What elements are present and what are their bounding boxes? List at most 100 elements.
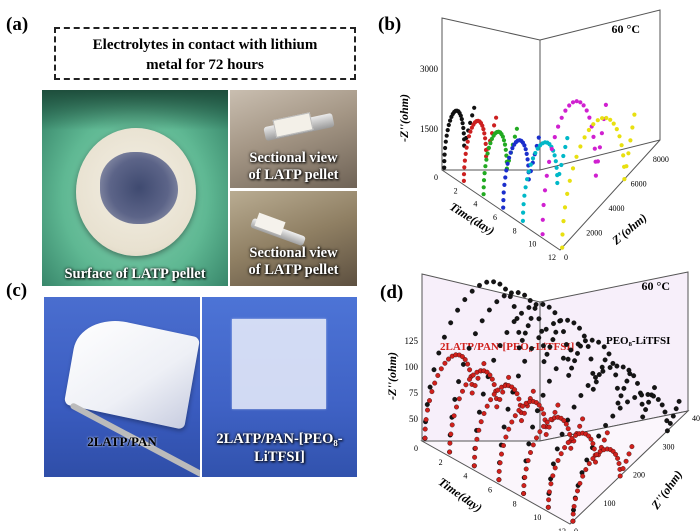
- chart-b-xlabel: Time(day): [447, 199, 497, 237]
- chart-d-point-red: [476, 427, 482, 433]
- chart-b-point: [462, 165, 467, 170]
- chart-d-xtick: 12: [558, 527, 566, 531]
- chart-b-point: [540, 232, 545, 237]
- chart-b-point: [460, 121, 465, 126]
- chart-d-point-black: [578, 393, 584, 398]
- chart-b-floor: [441, 139, 661, 251]
- panel-a-label: (a): [6, 14, 29, 35]
- chart-b-point: [595, 159, 600, 164]
- chart-d-point-black: [639, 401, 645, 407]
- chart-b-point: [599, 131, 604, 136]
- chart-b-point: [443, 139, 448, 144]
- chart-b-point: [556, 124, 561, 129]
- chart-d-point-red: [545, 504, 551, 510]
- chart-b-series: [442, 99, 637, 250]
- chart-b-point: [470, 113, 475, 118]
- chart-b-point: [557, 171, 562, 177]
- chart-d-point-red: [623, 458, 629, 464]
- chart-b-point: [522, 143, 527, 148]
- chart-b-point: [521, 210, 526, 215]
- chart-b-point: [632, 112, 637, 117]
- chart-b-point: [608, 117, 613, 122]
- chart-b-point: [482, 131, 487, 136]
- chart-d-point-red: [471, 463, 477, 469]
- chart-d-point-red: [562, 445, 568, 451]
- chart-d-point-red: [536, 402, 542, 408]
- chart-d-point-black: [501, 424, 507, 430]
- chart-d-point-black: [626, 367, 632, 373]
- chart-d-point-red: [491, 382, 497, 388]
- chart-d-point-red: [506, 374, 512, 380]
- chart-d-point-black: [577, 325, 582, 331]
- chart-d-point-black: [568, 347, 574, 353]
- latp-surface-photo: Surface of LATP pellet: [42, 90, 228, 286]
- chart-d-point-black: [589, 337, 595, 343]
- membrane-photo-right: 2LATP/PAN-[PEO₈- LiTFSI]: [202, 297, 357, 477]
- chart-d-point-red: [519, 418, 524, 424]
- chart-d-point-black: [540, 392, 546, 398]
- chart-b-point: [514, 126, 519, 131]
- chart-b-point: [483, 164, 488, 169]
- chart-b-point: [458, 113, 463, 118]
- chart-d-point-red: [590, 456, 596, 462]
- chart-b-point: [535, 146, 540, 151]
- chart-d-point-black: [522, 292, 528, 298]
- chart-b-point: [461, 178, 466, 183]
- chart-d-point-black: [610, 360, 616, 366]
- chart-d-point-red: [499, 451, 504, 457]
- chart-d-point-red: [530, 442, 536, 448]
- chart-d-point-red: [501, 443, 506, 448]
- chart-d-ytick: 200: [633, 471, 645, 480]
- chart-d-point-black: [615, 400, 621, 406]
- chart-b-point: [524, 151, 529, 156]
- chart-d-point-black: [602, 357, 608, 363]
- chart-d-point-black: [553, 366, 559, 372]
- chart-b-point: [442, 159, 447, 164]
- chart-d: 60 °C 2LATP/PAN-[PEO₈-LiTFSI] PEO₈-LiTFS…: [385, 271, 700, 531]
- chart-b: 60 °C -Z''(ohm) 1500 3000 Time(day) Z'(o…: [397, 9, 669, 262]
- chart-d-point-black: [621, 385, 627, 391]
- chart-d-point-red: [591, 446, 597, 452]
- chart-d-xtick: 2: [439, 458, 443, 467]
- chart-d-point-red: [512, 413, 518, 419]
- chart-b-point: [502, 182, 507, 187]
- chart-d-point-red: [442, 360, 448, 366]
- chart-b-point: [512, 134, 517, 139]
- chart-b-point: [481, 192, 486, 197]
- chart-d-point-red: [546, 489, 552, 495]
- chart-d-point-black: [645, 392, 651, 397]
- chart-d-point-red: [583, 467, 589, 473]
- chart-d-point-red: [577, 480, 583, 486]
- chart-d-series: [422, 279, 682, 524]
- chart-b-point: [542, 188, 548, 193]
- chart-b-point: [463, 151, 468, 156]
- chart-b-point: [560, 232, 565, 237]
- chart-b-point: [481, 178, 487, 183]
- chart-d-point-black: [472, 331, 478, 337]
- chart-b-xtick: 4: [473, 200, 477, 209]
- chart-d-point-black: [565, 317, 571, 323]
- chart-d-point-red: [565, 426, 571, 432]
- chart-d-point-red: [548, 481, 554, 487]
- callout-box: Electrolytes in contact with lithium met…: [54, 27, 356, 80]
- chart-d-point-black: [552, 310, 558, 316]
- chart-d-point-red: [541, 423, 546, 429]
- chart-d-point-black: [530, 424, 536, 430]
- chart-d-point-black: [614, 385, 620, 391]
- chart-d-point-black: [540, 343, 546, 349]
- chart-d-point-red: [467, 376, 472, 382]
- chart-d-point-red: [500, 389, 506, 395]
- chart-d-point-black: [632, 395, 638, 400]
- chart-b-point: [561, 219, 566, 224]
- chart-b-point: [593, 173, 598, 178]
- chart-b-point: [565, 191, 570, 196]
- chart-b-point: [544, 173, 549, 178]
- chart-b-y-ticks: 0 2000 4000 6000 8000: [564, 155, 669, 262]
- chart-d-point-black: [501, 293, 507, 299]
- chart-d-point-red: [449, 422, 455, 428]
- chart-b-point: [461, 131, 466, 136]
- chart-d-point-black: [427, 384, 433, 390]
- chart-d-point-black: [546, 378, 552, 384]
- chart-b-ztick-1500: 1500: [420, 124, 439, 134]
- chart-d-point-red: [422, 426, 428, 432]
